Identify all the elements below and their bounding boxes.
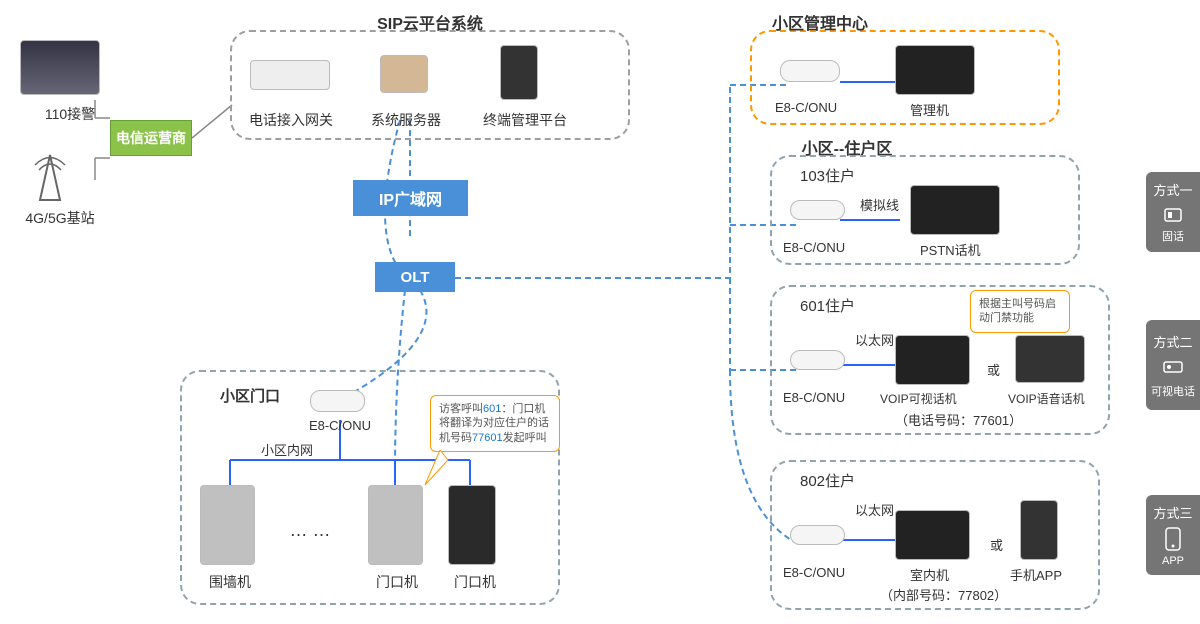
- olt-box: OLT: [375, 262, 455, 292]
- st2-title: 方式二: [1153, 332, 1192, 351]
- co-n1: 601: [483, 403, 501, 415]
- u103-phone-label: PSTN话机: [920, 240, 981, 259]
- mgmt-phone-label: 管理机: [910, 100, 949, 119]
- u802-device1-label: 室内机: [910, 565, 949, 584]
- base-station-icon: [25, 150, 75, 205]
- u103-line: 模拟线: [860, 195, 899, 214]
- callout-tail: [420, 450, 450, 490]
- u103-phone-device: [910, 185, 1000, 235]
- side-tab-3: 方式三 APP: [1146, 495, 1200, 575]
- u802-device2: [1020, 500, 1058, 560]
- sip-title: SIP云平台系统: [350, 10, 510, 34]
- co-n2: 77601: [472, 432, 503, 444]
- operator-photo: [20, 40, 100, 95]
- u601-number: （电话号码：77601）: [895, 410, 1022, 429]
- co-t1: 访客呼叫: [439, 403, 483, 415]
- u601-onu-label: E8-C/ONU: [783, 390, 845, 405]
- u802-device1: [895, 510, 970, 560]
- u601-phone2-label: VOIP语音话机: [1008, 390, 1085, 407]
- server-device: [380, 55, 428, 93]
- st2-label: 可视电话: [1151, 383, 1195, 399]
- gate-innernet-label: 小区内网: [252, 440, 322, 459]
- operator-label: 110接警: [30, 104, 110, 124]
- terminal-label: 终端管理平台: [475, 110, 575, 130]
- u601-phone1-device: [895, 335, 970, 385]
- u601-or: 或: [987, 360, 1000, 379]
- u103-onu-device: [790, 200, 845, 220]
- u601-phone2-device: [1015, 335, 1085, 383]
- u802-number: （内部号码：77802）: [880, 585, 1007, 604]
- st3-label: APP: [1162, 555, 1184, 567]
- landline-icon: [1161, 203, 1185, 224]
- door-unit1-label: 门口机: [372, 572, 422, 592]
- gateway-device: [250, 60, 330, 90]
- gate-dots: … …: [280, 520, 340, 541]
- door-unit2-device: [448, 485, 496, 565]
- gate-onu-device: [310, 390, 365, 412]
- telecom-box: 电信运营商: [110, 120, 192, 156]
- u802-onu-device: [790, 525, 845, 545]
- side-tab-2: 方式二 可视电话: [1146, 320, 1200, 410]
- co-t3: 发起呼叫: [503, 432, 547, 444]
- st1-title: 方式一: [1153, 180, 1192, 199]
- u103-title: 103住户: [800, 165, 855, 186]
- door-unit2-label: 门口机: [450, 572, 500, 592]
- u103-onu-label: E8-C/ONU: [783, 240, 845, 255]
- door-unit1-device: [368, 485, 423, 565]
- gateway-label: 电话接入网关: [246, 110, 336, 130]
- mgmt-phone-device: [895, 45, 975, 95]
- u802-line: 以太网: [855, 500, 894, 519]
- wan-box: IP广域网: [353, 180, 468, 216]
- mgmt-title: 小区管理中心: [760, 10, 880, 34]
- wall-unit-device: [200, 485, 255, 565]
- u802-title: 802住户: [800, 470, 855, 491]
- mgmt-onu-label: E8-C/ONU: [775, 100, 837, 115]
- base-station-label: 4G/5G基站: [15, 208, 105, 228]
- mgmt-onu-device: [780, 60, 840, 82]
- server-label: 系统服务器: [366, 110, 446, 130]
- u601-phone1-label: VOIP可视话机: [880, 390, 957, 407]
- gate-title: 小区门口: [210, 385, 290, 406]
- gate-callout: 访客呼叫601：门口机将翻译为对应住户的话机号码77601发起呼叫: [430, 395, 560, 452]
- wall-unit-label: 围墙机: [205, 572, 255, 592]
- side-tab-1: 方式一 固话: [1146, 172, 1200, 252]
- st1-label: 固话: [1162, 228, 1184, 244]
- terminal-device: [500, 45, 538, 100]
- u601-line: 以太网: [855, 330, 894, 349]
- videophone-icon: [1161, 355, 1185, 379]
- gate-onu-label: E8-C/ONU: [300, 418, 380, 433]
- u802-onu-label: E8-C/ONU: [783, 565, 845, 580]
- u802-or: 或: [990, 535, 1003, 554]
- st3-title: 方式三: [1153, 503, 1192, 522]
- u802-device2-label: 手机APP: [1010, 565, 1062, 584]
- u601-callout: 根据主叫号码启动门禁功能: [970, 290, 1070, 333]
- u601-title: 601住户: [800, 295, 855, 316]
- u601-onu-device: [790, 350, 845, 370]
- mobile-icon: [1163, 526, 1183, 551]
